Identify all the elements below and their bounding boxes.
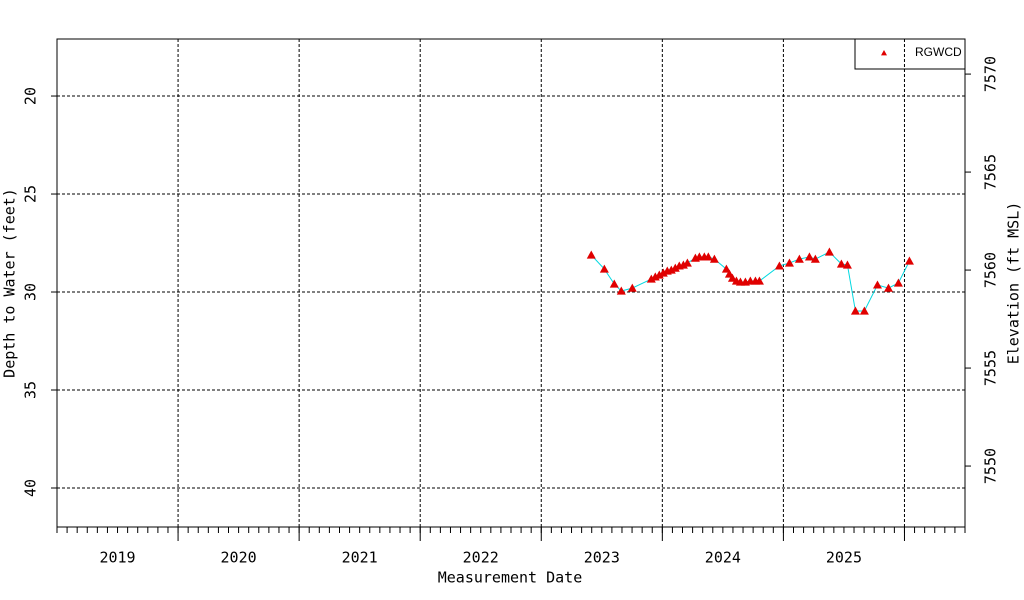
y-axis-label: Depth to Water (feet) [1,188,19,378]
data-point [586,250,596,259]
data-point [609,279,619,288]
data-point [804,252,814,261]
data-point [727,273,737,282]
data-point [682,258,692,267]
y2-axis-label: Elevation (ft MSL) [1005,202,1023,365]
data-point [646,274,656,283]
x-tick-label: 2021 [342,549,378,567]
data-point [842,260,852,269]
data-point [599,264,609,273]
data-point [859,306,869,315]
data-point [754,276,764,285]
data-point [850,306,860,315]
y2-tick-label: 7570 [982,56,1000,92]
legend-label: RGWCD [915,45,962,59]
x-axis-label: Measurement Date [438,569,583,587]
data-point [616,286,626,295]
legend-marker [881,50,887,56]
data-point [784,258,794,267]
y2-tick-label: 7560 [982,252,1000,288]
data-point [824,247,834,256]
data-point [721,264,731,273]
legend-box [854,38,966,70]
y-tick-label: 35 [22,381,40,399]
data-point [627,283,637,292]
y-tick-label: 25 [22,185,40,203]
y-tick-label: 20 [22,87,40,105]
y-tick-label: 40 [22,479,40,497]
data-point [794,254,804,263]
data-point [872,280,882,289]
y-tick-label: 30 [22,283,40,301]
x-tick-label: 2024 [705,549,741,567]
y2-tick-label: 7565 [982,154,1000,190]
data-point [703,252,713,261]
data-point [670,263,680,272]
data-point [709,254,719,263]
data-point [893,278,903,287]
x-tick-label: 2022 [463,549,499,567]
data-point [774,261,784,270]
plot-frame [56,38,966,528]
data-point [836,259,846,268]
x-tick-label: 2020 [221,549,257,567]
data-point [904,256,914,265]
data-point [883,283,893,292]
y2-tick-label: 7555 [982,350,1000,386]
data-point [810,254,820,263]
y2-tick-label: 7550 [982,448,1000,484]
x-tick-label: 2023 [584,549,620,567]
x-tick-label: 2019 [99,549,135,567]
x-tick-label: 2025 [826,549,862,567]
